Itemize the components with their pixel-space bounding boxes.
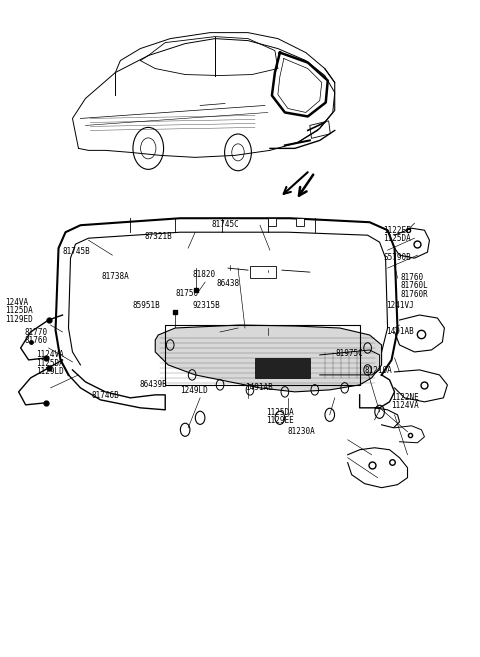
Text: 1122NE: 1122NE: [391, 393, 419, 402]
Text: 1241VJ: 1241VJ: [386, 301, 414, 310]
Text: 1125DA: 1125DA: [384, 234, 411, 243]
Text: 1124VA: 1124VA: [36, 350, 64, 359]
Text: 81820: 81820: [192, 269, 215, 279]
Text: 81760: 81760: [24, 336, 48, 346]
Text: 1125DA: 1125DA: [266, 408, 294, 417]
Text: 92315B: 92315B: [192, 301, 220, 310]
Bar: [165, 325, 360, 385]
Text: 1491AB: 1491AB: [386, 327, 414, 336]
Text: 81746B: 81746B: [92, 391, 120, 400]
Text: 81745B: 81745B: [63, 246, 91, 256]
Text: 1129EE: 1129EE: [266, 417, 294, 426]
Polygon shape: [155, 325, 382, 392]
Text: 1125DA: 1125DA: [36, 359, 64, 368]
Text: S5790B: S5790B: [384, 253, 411, 262]
Bar: [296, 218, 304, 226]
Text: 124VA: 124VA: [5, 298, 29, 307]
Bar: [255, 358, 310, 378]
Bar: [310, 121, 330, 139]
Text: 81738A: 81738A: [101, 271, 129, 281]
Text: 86438: 86438: [216, 279, 239, 288]
Bar: [250, 266, 276, 278]
Text: 87321B: 87321B: [144, 232, 172, 241]
Text: 1122EF: 1122EF: [384, 225, 411, 235]
Text: 1491AB: 1491AB: [245, 383, 273, 392]
Text: 1249LD: 1249LD: [180, 386, 208, 396]
Text: 86439B: 86439B: [140, 380, 167, 389]
Text: 1124VA: 1124VA: [391, 401, 419, 411]
Text: 81760R: 81760R: [400, 290, 428, 299]
Text: 81745C: 81745C: [211, 220, 239, 229]
Text: 1129LD: 1129LD: [36, 367, 64, 376]
Text: 85951B: 85951B: [132, 301, 160, 310]
Text: 1125DA: 1125DA: [5, 306, 33, 315]
Text: 81975C: 81975C: [336, 349, 363, 358]
Text: 81770: 81770: [24, 328, 48, 337]
Text: 81210A: 81210A: [364, 366, 392, 375]
Bar: [268, 218, 276, 226]
Text: 81750: 81750: [175, 289, 199, 298]
Text: 81230A: 81230A: [288, 427, 316, 436]
Text: 81760L: 81760L: [400, 281, 428, 290]
Text: 1129ED: 1129ED: [5, 315, 33, 324]
Text: 81760: 81760: [400, 273, 423, 282]
